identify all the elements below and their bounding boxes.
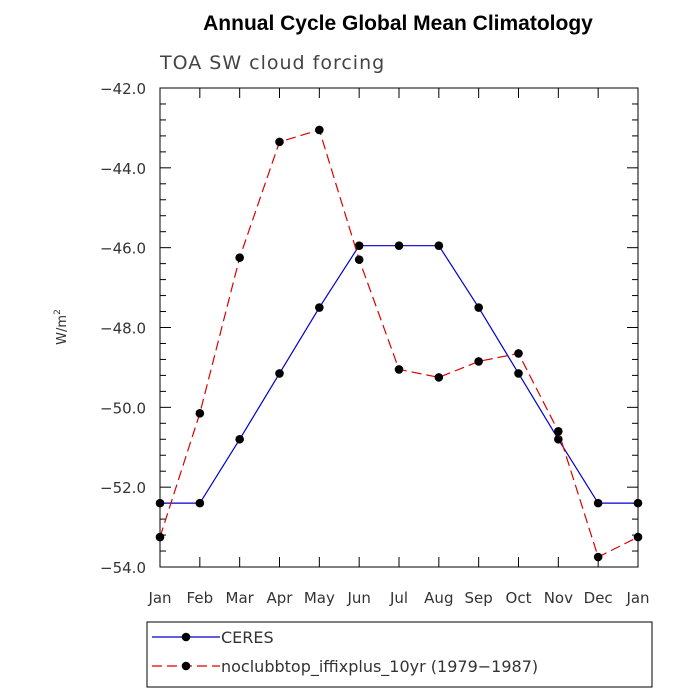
y-tick-label: −46.0 xyxy=(100,240,146,258)
data-point xyxy=(155,532,165,542)
data-point xyxy=(235,253,244,262)
data-point xyxy=(514,369,523,378)
legend-item: noclubbtop_iffixplus_10yr (1979−1987) xyxy=(152,657,538,677)
x-tick-label: Oct xyxy=(506,589,532,607)
data-point xyxy=(275,137,284,147)
x-tick-label: Mar xyxy=(226,589,255,607)
data-point xyxy=(275,369,284,378)
series-layer xyxy=(155,125,643,562)
data-point xyxy=(593,498,603,508)
plot-frame xyxy=(159,87,639,568)
data-point xyxy=(315,303,324,312)
series-2 xyxy=(155,125,643,562)
x-tick-label: Aug xyxy=(424,589,453,607)
x-tick-label: Jun xyxy=(346,589,370,607)
y-tick-label: −54.0 xyxy=(100,559,146,577)
data-point xyxy=(394,365,404,374)
data-point xyxy=(474,303,483,312)
y-tick-label: −50.0 xyxy=(100,399,146,417)
y-tick-label: −44.0 xyxy=(100,160,146,178)
legend: CERES noclubbtop_iffixplus_10yr (1979−198… xyxy=(146,621,653,688)
data-point xyxy=(434,373,444,382)
data-point xyxy=(554,426,563,436)
x-tick-label: Apr xyxy=(267,589,294,607)
y-tick-label: −52.0 xyxy=(100,479,146,497)
data-point xyxy=(155,498,165,508)
x-tick-label: Sep xyxy=(465,589,493,607)
legend-items: CERES noclubbtop_iffixplus_10yr (1979−198… xyxy=(152,628,538,677)
axis-ticks xyxy=(159,87,639,568)
data-point xyxy=(195,409,205,418)
series-1 xyxy=(155,241,643,508)
data-point xyxy=(593,552,603,562)
x-tick-label: Jul xyxy=(389,589,408,607)
data-point xyxy=(195,498,205,508)
x-tick-label: May xyxy=(304,589,335,607)
data-point xyxy=(474,357,483,366)
data-point xyxy=(633,532,643,542)
y-tick-label: −48.0 xyxy=(100,320,146,338)
series-line xyxy=(159,129,639,558)
chart-title: Annual Cycle Global Mean Climatology xyxy=(203,12,593,35)
x-tick-label: Jan xyxy=(625,589,649,607)
legend-label: CERES xyxy=(221,628,274,647)
y-tick-labels: −54.0 −52.0 −50.0 −48.0 −46.0 −44.0 −42.0 xyxy=(100,80,146,577)
data-point xyxy=(315,125,324,135)
x-tick-label: Jan xyxy=(147,589,171,607)
legend-marker xyxy=(181,661,191,671)
x-tick-labels: Jan Feb Mar Apr May Jun Jul Aug Sep Oct Nov Dec Jan xyxy=(147,589,649,607)
data-point xyxy=(434,241,444,250)
y-axis-label-text: W/m xyxy=(55,315,70,345)
data-point xyxy=(633,498,643,508)
x-tick-label: Feb xyxy=(187,589,214,607)
data-point xyxy=(514,349,523,358)
y-axis-label: W/m2 xyxy=(53,309,70,345)
x-tick-label: Nov xyxy=(544,589,573,607)
data-point xyxy=(235,434,244,444)
legend-label: noclubbtop_iffixplus_10yr (1979−1987) xyxy=(221,657,538,677)
series-line xyxy=(160,245,638,504)
data-point xyxy=(394,241,404,250)
legend-box xyxy=(146,621,653,688)
legend-item: CERES xyxy=(152,628,274,647)
y-tick-label: −42.0 xyxy=(100,80,146,98)
data-point xyxy=(354,241,364,250)
x-tick-label: Dec xyxy=(584,589,613,607)
legend-marker xyxy=(181,632,191,642)
chart-subtitle: TOA SW cloud forcing xyxy=(159,52,385,74)
data-point xyxy=(354,255,364,264)
y-axis-label-superscript: 2 xyxy=(53,309,63,315)
